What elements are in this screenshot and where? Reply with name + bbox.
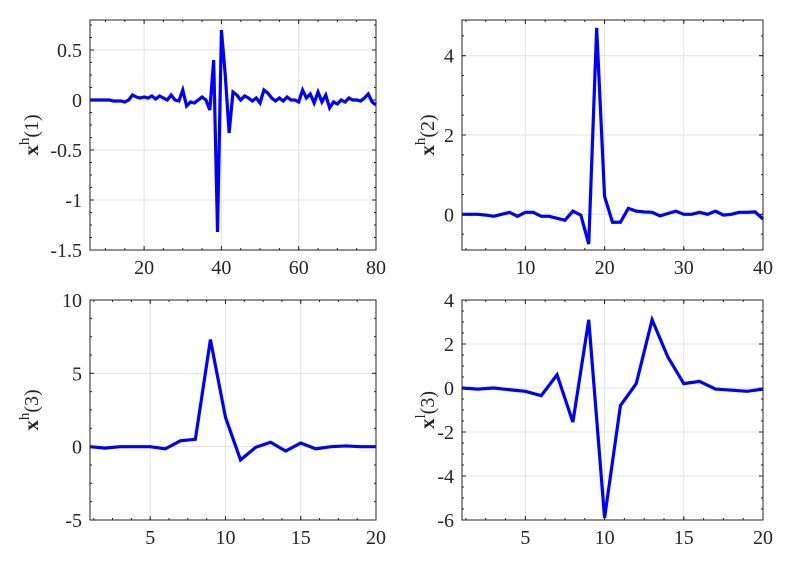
x-tick-label: 10 [595,527,615,549]
x-tick-label: 20 [366,527,386,549]
y-tick-label: 0 [444,204,454,226]
y-axis-label: xh(2) [413,114,439,155]
x-tick-label: 5 [520,527,530,549]
y-axis-label: xl(3) [413,391,439,429]
y-axis-label-superscript: h [17,412,33,420]
series-line [89,339,376,463]
y-axis-label-argument: (1) [21,114,43,137]
y-tick-label: 10 [62,290,82,312]
subplot-2: 10 20 30 40 0 2 4 xh(2) [413,19,773,279]
y-axis-label: xh(1) [17,114,43,155]
y-tick-label: -2 [437,422,454,444]
y-tick-label: 2 [444,334,454,356]
x-tick-label: 15 [674,527,694,549]
y-tick-label: -0.5 [50,140,82,162]
plot-area [462,300,763,520]
y-axis-label: xh(3) [17,389,43,430]
y-tick-label: 0 [444,378,454,400]
y-tick-label: -5 [65,510,82,532]
y-axis-label-base: x [19,145,43,156]
y-axis-label-argument: (2) [417,114,439,137]
y-tick-label: 0 [72,90,82,112]
x-tick-label: 5 [145,527,155,549]
y-tick-label: -6 [437,510,454,532]
subplot-1: 20 40 60 80 -1.5 -1 -0.5 0 0.5 xh(1) [17,19,386,279]
x-tick-label: 20 [753,527,773,549]
x-tick-label: 40 [211,257,231,279]
y-axis-label-base: x [19,420,43,431]
y-tick-label: -1 [65,190,82,212]
plot-area [90,300,376,520]
axes-box [89,19,377,251]
y-axis-label-base: x [415,418,439,429]
x-tick-label: 10 [215,527,235,549]
y-axis-label-superscript: l [413,414,429,418]
y-tick-label: 2 [444,125,454,147]
y-tick-label: -4 [437,466,454,488]
subplot-3: 5 10 15 20 -5 0 5 10 xh(3) [17,290,386,549]
x-tick-label: 40 [753,257,773,279]
subplot-4: 5 10 15 20 -6 -4 -2 0 2 4 xl(3) [413,290,773,549]
x-tick-label: 10 [515,257,535,279]
y-axis-label-base: x [415,145,439,156]
x-tick-label: 15 [291,527,311,549]
y-tick-label: 4 [444,290,454,312]
x-tick-label: 20 [134,257,154,279]
series-line [462,27,765,245]
y-axis-label-argument: (3) [21,389,43,412]
x-tick-label: 30 [674,257,694,279]
series-line [90,29,377,233]
y-tick-label: 4 [444,46,454,68]
y-tick-label: 5 [72,363,82,385]
y-axis-label-superscript: h [17,137,33,145]
y-tick-label: 0.5 [57,40,82,62]
x-tick-label: 60 [289,257,309,279]
x-tick-label: 80 [366,257,386,279]
x-tick-label: 20 [595,257,615,279]
y-axis-label-superscript: h [413,137,429,145]
series-line [461,314,764,519]
plot-area [90,20,376,250]
y-tick-label: -1.5 [50,240,82,262]
y-axis-label-argument: (3) [417,391,439,414]
y-tick-label: 0 [72,437,82,459]
